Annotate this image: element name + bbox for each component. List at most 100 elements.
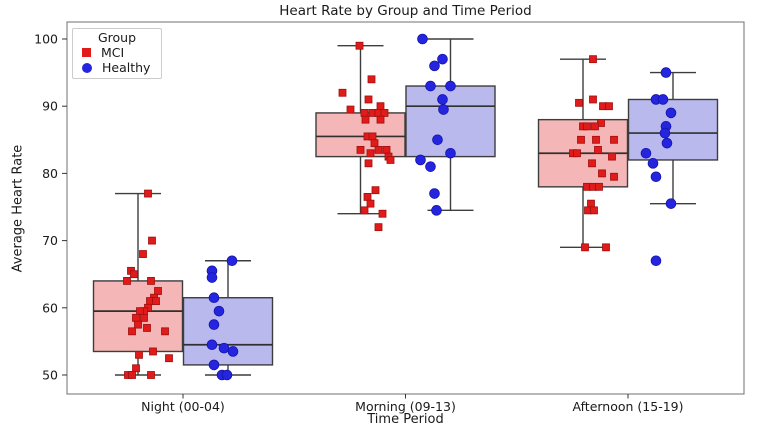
- healthy-circle-icon: [82, 62, 92, 73]
- point-mci: [587, 199, 595, 208]
- point-mci: [598, 169, 606, 178]
- point-mci: [134, 320, 142, 329]
- point-mci: [610, 135, 618, 144]
- x-tick-label: Night (00-04): [141, 399, 225, 414]
- point-mci: [366, 199, 375, 208]
- point-healthy: [431, 205, 442, 216]
- mci-square-icon: [82, 48, 91, 57]
- y-tick-label: 80: [42, 166, 58, 181]
- point-healthy: [425, 161, 436, 172]
- point-mci: [371, 186, 380, 195]
- point-mci: [363, 193, 372, 201]
- point-healthy: [226, 255, 238, 267]
- point-mci: [360, 206, 369, 215]
- point-healthy: [218, 342, 230, 354]
- point-mci: [590, 206, 598, 215]
- box-healthy-1: [405, 85, 496, 158]
- point-mci: [594, 145, 602, 154]
- point-mci: [165, 354, 173, 363]
- point-healthy: [437, 94, 448, 105]
- point-mci: [376, 102, 385, 111]
- point-healthy: [438, 104, 449, 115]
- point-mci: [128, 371, 136, 379]
- legend-label-healthy: Healthy: [102, 60, 151, 75]
- x-axis-label: Time Period: [367, 412, 444, 427]
- point-mci: [149, 347, 157, 356]
- point-healthy: [425, 80, 436, 92]
- x-tick-label: Afternoon (15-19): [573, 399, 684, 414]
- point-healthy: [661, 137, 673, 149]
- point-mci: [378, 209, 387, 218]
- point-mci: [386, 156, 395, 164]
- point-healthy: [650, 255, 662, 267]
- point-mci: [130, 270, 138, 279]
- point-healthy: [206, 339, 218, 351]
- point-mci: [610, 172, 618, 181]
- point-mci: [591, 122, 599, 131]
- point-mci: [581, 243, 589, 252]
- point-mci: [143, 324, 151, 332]
- point-healthy: [208, 292, 220, 304]
- point-mci: [577, 135, 585, 144]
- y-tick-label: 70: [42, 233, 58, 248]
- point-mci: [123, 277, 131, 285]
- point-healthy: [208, 319, 220, 330]
- point-healthy: [650, 171, 662, 183]
- point-mci: [152, 297, 160, 305]
- point-healthy: [429, 188, 440, 199]
- point-healthy: [417, 33, 428, 45]
- point-healthy: [660, 67, 672, 78]
- point-mci: [346, 105, 355, 114]
- point-mci: [583, 122, 591, 131]
- point-mci: [368, 132, 377, 141]
- point-mci: [589, 95, 597, 104]
- point-mci: [608, 152, 616, 161]
- point-mci: [154, 287, 162, 295]
- point-healthy: [221, 369, 233, 381]
- point-mci: [132, 313, 140, 322]
- point-mci: [589, 55, 597, 64]
- point-healthy: [647, 158, 659, 169]
- point-mci: [592, 135, 600, 144]
- y-tick-label: 60: [42, 300, 58, 315]
- point-healthy: [437, 53, 448, 65]
- point-mci: [573, 149, 581, 158]
- y-tick-label: 100: [34, 32, 58, 47]
- point-mci: [161, 327, 169, 336]
- y-tick-label: 50: [42, 368, 58, 383]
- point-mci: [356, 145, 365, 154]
- point-healthy: [432, 134, 443, 146]
- point-mci: [148, 236, 156, 245]
- legend-title: Group: [97, 30, 137, 45]
- point-mci: [360, 109, 369, 117]
- point-healthy: [665, 198, 677, 209]
- point-healthy: [640, 147, 652, 159]
- chart-title: Heart Rate by Group and Time Period: [279, 3, 532, 19]
- point-mci: [361, 115, 370, 124]
- point-mci: [364, 159, 373, 168]
- point-mci: [382, 145, 391, 154]
- point-mci: [364, 95, 373, 104]
- point-mci: [575, 98, 583, 107]
- point-healthy: [657, 94, 669, 105]
- legend-label-mci: MCI: [101, 45, 125, 60]
- y-tick-label: 90: [42, 99, 58, 114]
- point-mci: [374, 145, 383, 154]
- point-healthy: [445, 80, 456, 92]
- point-mci: [147, 371, 155, 379]
- point-mci: [376, 115, 385, 124]
- point-healthy: [227, 346, 239, 357]
- point-mci: [135, 350, 143, 359]
- point-mci: [595, 182, 603, 191]
- point-mci: [370, 139, 379, 148]
- point-healthy: [415, 154, 426, 166]
- point-healthy: [659, 127, 671, 139]
- point-mci: [144, 189, 152, 198]
- point-mci: [366, 149, 375, 158]
- point-healthy: [208, 359, 220, 371]
- point-mci: [128, 327, 136, 336]
- point-mci: [602, 243, 610, 252]
- point-mci: [140, 313, 148, 322]
- point-mci: [374, 223, 383, 232]
